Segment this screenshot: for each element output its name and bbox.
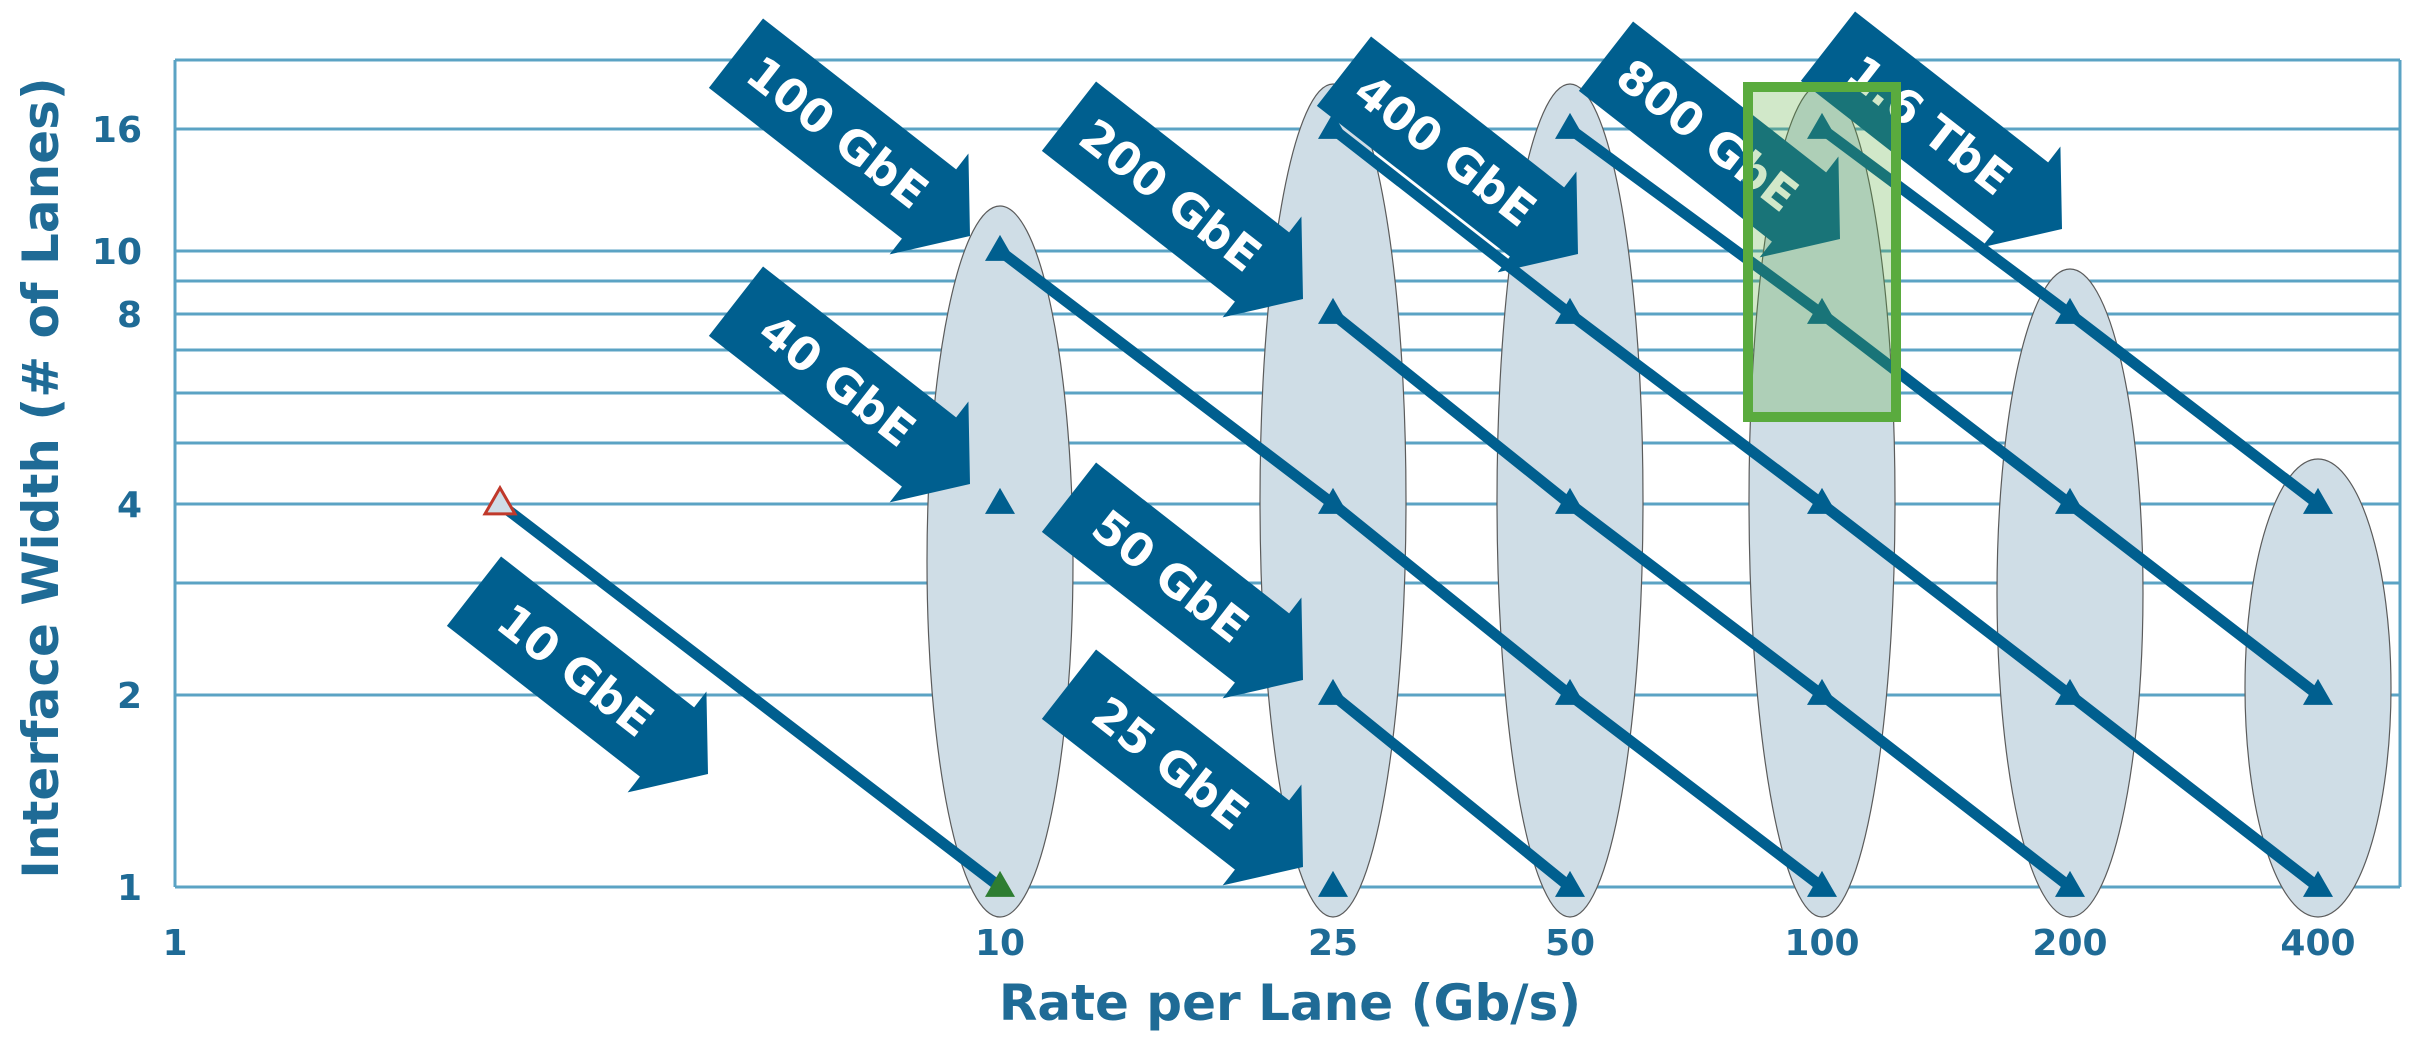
- x-tick-label-1: 1: [162, 923, 187, 964]
- marker-200-gbe-25-8: [1318, 297, 1348, 324]
- marker-400-gbe-25-16: [1318, 112, 1348, 139]
- series-label-arrow-10-gbe: [446, 556, 708, 793]
- series-label-arrow-50-gbe: [1041, 462, 1303, 699]
- series-line-50-gbe: [1327, 689, 1576, 893]
- marker-400-gbe-400-1: [2303, 870, 2333, 897]
- marker-400-gbe-100-4: [1807, 487, 1837, 514]
- x-tick-label-100: 100: [1784, 923, 1859, 964]
- marker-200-gbe-50-4: [1555, 487, 1585, 514]
- marker-800-gbe-100-8: [1807, 297, 1837, 324]
- marker-100-gbe-25-4: [1318, 487, 1348, 514]
- y-tick-label-8: 8: [117, 295, 142, 336]
- marker-1-6-tbe-200-8: [2055, 297, 2085, 324]
- marker-100-gbe-50-2: [1555, 678, 1585, 705]
- marker-1-6-tbe-400-4: [2303, 487, 2333, 514]
- y-tick-label-16: 16: [92, 110, 142, 151]
- rate-ellipse-200: [1996, 268, 2144, 918]
- axis-ticks: 1 2 4 8 10 16 1 10 25 50 100 200 400: [92, 110, 2356, 964]
- series-label-100-gbe: 100 GbE: [708, 18, 970, 255]
- marker-100-gbe-10-10: [985, 234, 1015, 261]
- marker-800-gbe-50-16: [1555, 112, 1585, 139]
- y-axis-label: Interface Width (# of Lanes): [12, 77, 70, 879]
- series-label-arrow-100-gbe: [708, 18, 970, 255]
- marker-50-gbe-25-2: [1318, 678, 1348, 705]
- x-axis-label: Rate per Lane (Gb/s): [999, 974, 1581, 1032]
- marker-800-gbe-400-2: [2303, 678, 2333, 705]
- x-tick-label-400: 400: [2280, 923, 2355, 964]
- marker-400-gbe-200-2: [2055, 678, 2085, 705]
- series-label-arrow-40-gbe: [708, 266, 970, 503]
- x-tick-label-200: 200: [2032, 923, 2107, 964]
- series-line-200-gbe: [1327, 308, 2076, 893]
- y-tick-label-2: 2: [117, 676, 142, 717]
- rate-ellipse-10: [926, 205, 1074, 918]
- series-label-arrow-25-gbe: [1041, 649, 1303, 886]
- marker-100-gbe-100-1: [1807, 870, 1837, 897]
- marker-10-gbe-10-1: [985, 870, 1015, 897]
- marker-10-gbe-2-5-4: [482, 484, 518, 516]
- marker-40-gbe-10-4: [985, 487, 1015, 514]
- y-tick-label-4: 4: [117, 485, 142, 526]
- marker-50-gbe-50-1: [1555, 870, 1585, 897]
- marker-1-6-tbe-100-16: [1807, 112, 1837, 139]
- series-line-10-gbe: [494, 498, 1006, 893]
- y-tick-label-10: 10: [92, 232, 142, 273]
- series-label-arrow-400-gbe: [1316, 36, 1578, 273]
- series-line-800-gbe: [1564, 123, 2324, 701]
- x-tick-label-10: 10: [975, 923, 1025, 964]
- data-markers: [482, 112, 2333, 897]
- series-label-arrow-200-gbe: [1041, 81, 1303, 318]
- marker-400-gbe-50-8: [1555, 297, 1585, 324]
- y-tick-label-1: 1: [117, 868, 142, 909]
- series-label-arrow-800-gbe: [1578, 21, 1840, 258]
- series-label-arrow-1-6-tbe: [1800, 11, 2062, 248]
- x-tick-label-50: 50: [1545, 923, 1595, 964]
- highlight-rect: [1743, 82, 1901, 422]
- marker-25-gbe-25-1: [1318, 870, 1348, 897]
- x-tick-label-25: 25: [1308, 923, 1358, 964]
- highlight-box: [1743, 82, 1901, 422]
- marker-800-gbe-200-4: [2055, 487, 2085, 514]
- series-line-100-gbe: [994, 245, 1828, 893]
- marker-200-gbe-100-2: [1807, 678, 1837, 705]
- marker-200-gbe-200-1: [2055, 870, 2085, 897]
